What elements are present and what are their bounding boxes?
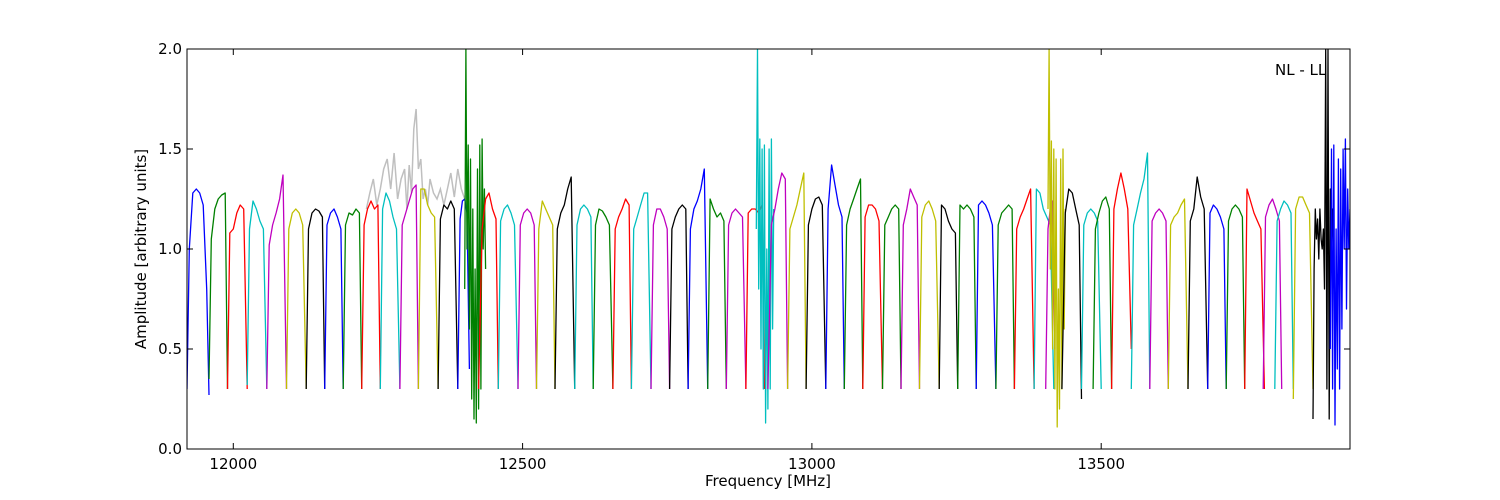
series-line-45 bbox=[995, 204, 1016, 390]
series-line-14 bbox=[437, 200, 459, 390]
series-line-9 bbox=[342, 208, 363, 390]
series-line-62 bbox=[1274, 200, 1294, 390]
series-line-53 bbox=[1110, 172, 1132, 390]
series-line-54 bbox=[1130, 152, 1151, 390]
series-line-58 bbox=[1207, 204, 1227, 390]
series-line-50 bbox=[1061, 188, 1083, 400]
series-line-43 bbox=[957, 204, 977, 390]
series-line-8 bbox=[324, 208, 344, 390]
series-line-21 bbox=[554, 176, 576, 390]
series-line-38 bbox=[862, 204, 884, 390]
plot-area bbox=[187, 49, 1350, 449]
series-line-17 bbox=[477, 192, 499, 390]
reference-trace-layer bbox=[365, 108, 469, 210]
series-line-27 bbox=[668, 204, 689, 390]
series-line-5 bbox=[266, 174, 288, 390]
series-line-34 bbox=[786, 172, 807, 390]
series-line-25 bbox=[630, 192, 652, 390]
x-axis-ticks: 12000 12500 13000 13500 bbox=[209, 49, 1125, 473]
series-line-6 bbox=[285, 208, 307, 390]
series-line-56 bbox=[1167, 198, 1189, 390]
x-tick-label: 12500 bbox=[499, 455, 547, 473]
series-line-64 bbox=[1312, 49, 1335, 420]
y-axis-label: Amplitude [arbitrary units] bbox=[132, 149, 150, 349]
x-tick-label: 13000 bbox=[788, 455, 836, 473]
series-line-26 bbox=[650, 208, 671, 390]
series-line-20 bbox=[535, 200, 556, 390]
series-line-39 bbox=[881, 204, 902, 390]
y-tick-label: 0.5 bbox=[158, 340, 182, 358]
series-line-41 bbox=[918, 200, 940, 390]
series-line-16 bbox=[464, 49, 487, 424]
series-line-19 bbox=[517, 208, 538, 390]
series-line-18 bbox=[497, 204, 519, 390]
series-line-22 bbox=[574, 204, 594, 390]
series-line-46 bbox=[1013, 188, 1035, 390]
series-line-57 bbox=[1187, 176, 1209, 390]
series-layer bbox=[187, 49, 1350, 428]
series-line-37 bbox=[843, 178, 864, 390]
series-line-10 bbox=[361, 200, 381, 390]
series-line-7 bbox=[305, 208, 326, 390]
x-axis-label: Frequency [MHz] bbox=[705, 472, 831, 490]
series-line-11 bbox=[379, 192, 401, 390]
series-line-55 bbox=[1149, 208, 1169, 390]
series-line-49 bbox=[1047, 49, 1066, 428]
x-tick-label: 12000 bbox=[209, 455, 257, 473]
series-line-61 bbox=[1262, 198, 1283, 390]
series-line-30 bbox=[725, 208, 747, 390]
y-tick-label: 1.5 bbox=[158, 140, 182, 158]
series-line-28 bbox=[687, 168, 709, 390]
series-line-40 bbox=[900, 188, 921, 390]
series-line-1 bbox=[187, 188, 210, 396]
series-line-33 bbox=[767, 172, 789, 390]
y-tick-label: 1.0 bbox=[158, 240, 182, 258]
series-line-59 bbox=[1225, 204, 1246, 390]
series-line-60 bbox=[1244, 188, 1266, 390]
series-line-36 bbox=[825, 164, 845, 390]
series-line-29 bbox=[707, 198, 727, 390]
series-line-42 bbox=[938, 204, 959, 390]
series-line-52 bbox=[1092, 196, 1113, 390]
y-tick-label: 2.0 bbox=[158, 40, 182, 58]
series-line-12 bbox=[399, 184, 420, 390]
y-tick-label: 0.0 bbox=[158, 440, 182, 458]
series-line-35 bbox=[805, 196, 827, 390]
series-line-2 bbox=[208, 192, 229, 390]
series-line-23 bbox=[592, 208, 614, 390]
reference-trace bbox=[365, 108, 469, 210]
plot-annotation: NL - LL bbox=[1275, 61, 1327, 79]
series-line-4 bbox=[246, 200, 268, 390]
series-line-3 bbox=[226, 204, 248, 390]
series-line-13 bbox=[417, 188, 439, 390]
y-axis-ticks: 0.0 0.5 1.0 1.5 2.0 bbox=[158, 40, 1350, 458]
series-line-65 bbox=[1329, 138, 1350, 426]
series-line-63 bbox=[1292, 196, 1314, 400]
series-line-44 bbox=[975, 200, 997, 390]
series-line-24 bbox=[612, 198, 633, 390]
x-tick-label: 13500 bbox=[1077, 455, 1125, 473]
